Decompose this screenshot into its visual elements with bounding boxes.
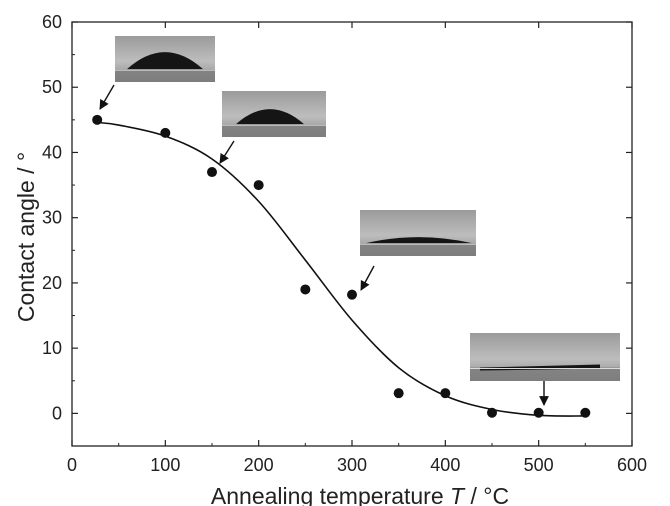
- substrate: [222, 124, 326, 137]
- droplet-photo: [115, 36, 215, 82]
- x-tick-label: 100: [150, 455, 180, 475]
- droplet-photo: [470, 333, 620, 381]
- y-axis-title: Contact angle / °: [13, 152, 39, 322]
- annotation-arrows: [99, 84, 549, 406]
- x-tick-label: 0: [67, 455, 77, 475]
- x-tick-label: 300: [337, 455, 367, 475]
- y-tick-label: 20: [42, 273, 62, 293]
- x-axis-title-unit: / °C: [464, 483, 509, 506]
- x-axis-title: Annealing temperature T / °C: [211, 483, 509, 506]
- x-tick-label: 500: [524, 455, 554, 475]
- substrate: [470, 367, 620, 381]
- annotation-arrow: [219, 140, 235, 164]
- droplet: [366, 237, 472, 244]
- data-point: [347, 289, 357, 300]
- data-point: [393, 388, 404, 399]
- plot-frame: [71, 21, 633, 447]
- data-point: [440, 388, 451, 399]
- tick-labels: 0 100 200 300 400 500 600 0 10 20 30 40 50 60: [42, 12, 647, 475]
- x-tick-label: 600: [617, 455, 647, 475]
- y-tick-label: 40: [42, 142, 62, 162]
- y-tick-label: 10: [42, 338, 62, 358]
- substrate: [360, 243, 476, 256]
- annotation-arrow: [360, 265, 375, 291]
- droplet: [127, 52, 203, 70]
- data-point: [253, 180, 264, 191]
- data-point: [533, 407, 544, 418]
- data-point: [300, 284, 311, 295]
- y-tick-label: 30: [42, 208, 62, 228]
- data-point: [580, 407, 591, 418]
- substrate: [115, 69, 215, 82]
- x-axis-title-variable: T: [450, 483, 466, 506]
- y-tick-label: 50: [42, 77, 62, 97]
- droplet-photo: [360, 210, 476, 256]
- data-point: [207, 167, 217, 178]
- droplet: [236, 109, 304, 125]
- x-axis-title-prefix: Annealing temperature: [211, 483, 450, 506]
- data-points-layer: [92, 114, 591, 418]
- data-point: [92, 114, 103, 125]
- droplet-photo: [222, 91, 326, 137]
- x-tick-label: 400: [430, 455, 460, 475]
- data-point: [160, 127, 171, 138]
- droplet-photos: [115, 36, 620, 381]
- annotation-arrow: [99, 84, 115, 110]
- y-tick-label: 60: [42, 12, 62, 32]
- y-tick-label: 0: [52, 403, 62, 423]
- data-point: [487, 407, 497, 418]
- x-tick-label: 200: [244, 455, 274, 475]
- axes: [71, 21, 633, 447]
